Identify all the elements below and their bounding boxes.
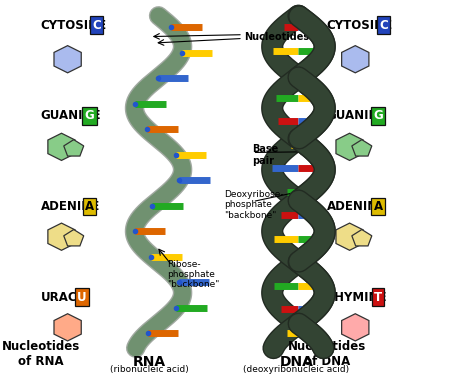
Text: ADENINE: ADENINE [327, 200, 386, 213]
Text: GUANINE: GUANINE [327, 110, 387, 122]
Text: A: A [374, 200, 383, 213]
Text: Nucleotides: Nucleotides [244, 31, 309, 42]
Text: C: C [92, 19, 101, 32]
Text: G: G [84, 110, 94, 122]
Text: C: C [379, 19, 388, 32]
Text: A: A [85, 200, 94, 213]
Polygon shape [342, 314, 369, 341]
Text: Deoxyribose-
phosphate
"backbone": Deoxyribose- phosphate "backbone" [224, 190, 284, 219]
Text: ADENINE: ADENINE [40, 200, 100, 213]
Text: U: U [77, 291, 87, 304]
Text: GUANINE: GUANINE [40, 110, 101, 122]
Polygon shape [336, 223, 363, 250]
Text: RNA: RNA [133, 356, 166, 370]
Text: T: T [374, 291, 382, 304]
Text: CYTOSINE: CYTOSINE [327, 19, 393, 32]
Text: Nucleotides
of DNA: Nucleotides of DNA [288, 340, 366, 368]
Text: DNA: DNA [279, 356, 313, 370]
Polygon shape [54, 314, 81, 341]
Text: THYMINE: THYMINE [327, 291, 387, 304]
Polygon shape [48, 223, 75, 250]
Polygon shape [352, 230, 372, 246]
Polygon shape [64, 230, 84, 246]
Polygon shape [48, 133, 75, 160]
Polygon shape [54, 45, 81, 73]
Text: Nucleotides
of RNA: Nucleotides of RNA [1, 340, 80, 368]
Text: URACIL: URACIL [40, 291, 89, 304]
Polygon shape [342, 45, 369, 73]
Text: Ribose-
phosphate
"backbone": Ribose- phosphate "backbone" [167, 260, 219, 289]
Text: CYTOSINE: CYTOSINE [40, 19, 107, 32]
Polygon shape [64, 139, 84, 156]
Polygon shape [336, 133, 363, 160]
Text: Base
pair: Base pair [253, 144, 279, 166]
Text: (ribonucleic acid): (ribonucleic acid) [110, 365, 189, 374]
Polygon shape [352, 139, 372, 156]
Text: (deoxyribonucleic acid): (deoxyribonucleic acid) [243, 365, 349, 374]
Text: G: G [373, 110, 383, 122]
